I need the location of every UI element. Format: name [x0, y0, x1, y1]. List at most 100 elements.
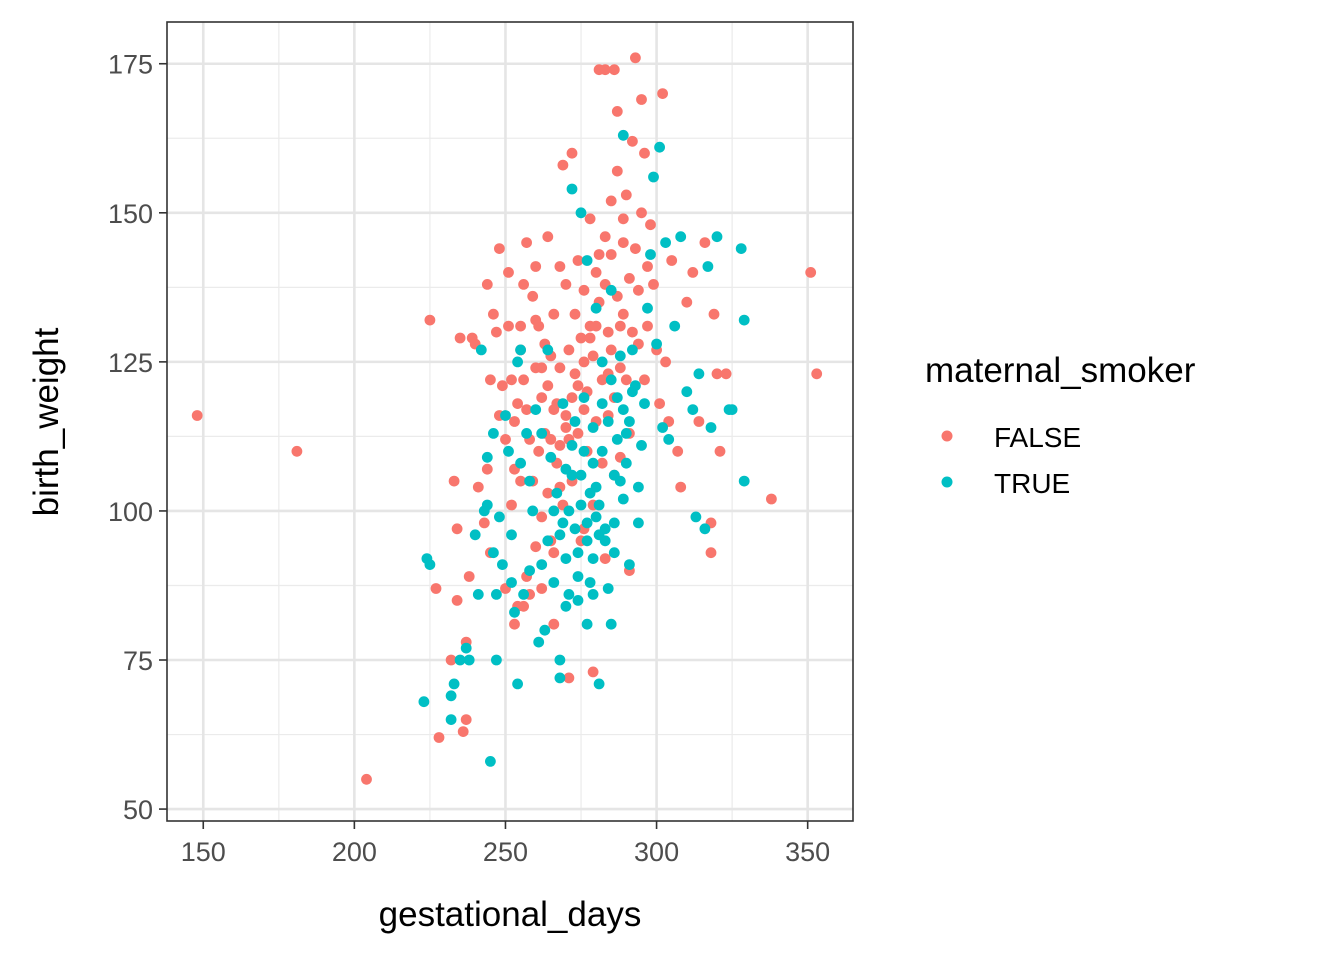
data-point [569, 368, 581, 380]
data-point [481, 463, 493, 475]
data-point [584, 577, 596, 588]
data-point [657, 88, 668, 99]
data-point [575, 469, 587, 481]
data-point [633, 517, 644, 529]
data-point [463, 571, 475, 582]
data-point [617, 404, 629, 415]
y-tick-label: 50 [123, 795, 153, 825]
data-point [596, 356, 608, 368]
x-tick-label: 350 [785, 837, 830, 867]
data-point [611, 392, 623, 403]
data-point [699, 237, 711, 249]
data-point [542, 487, 554, 499]
data-point [611, 434, 623, 445]
data-point [533, 445, 545, 457]
data-point [617, 129, 629, 141]
data-point [738, 475, 750, 487]
data-point [681, 296, 693, 308]
data-point [572, 595, 584, 606]
data-point [521, 237, 532, 249]
data-point [605, 284, 617, 296]
data-point [581, 618, 593, 630]
data-point [581, 517, 593, 529]
data-point [627, 135, 638, 147]
data-point [506, 577, 517, 588]
y-tick-label: 100 [108, 497, 153, 527]
data-point [617, 493, 629, 505]
data-point [563, 672, 575, 684]
data-point [563, 589, 575, 600]
legend: maternal_smoker FALSE TRUE [925, 351, 1196, 499]
data-point [593, 529, 605, 541]
data-point [509, 416, 520, 427]
data-point [563, 344, 575, 356]
data-point [503, 267, 514, 278]
data-point [669, 320, 681, 332]
data-point [448, 678, 460, 690]
data-point [627, 326, 638, 338]
data-point [572, 380, 584, 392]
data-point [714, 445, 726, 457]
data-point [515, 344, 526, 356]
data-point [639, 398, 650, 409]
data-point [660, 356, 671, 368]
data-point [569, 416, 581, 427]
data-point [705, 547, 717, 559]
data-point [711, 368, 723, 380]
data-point [642, 261, 653, 272]
data-point [548, 308, 560, 320]
data-point [491, 326, 502, 338]
data-point [472, 481, 484, 493]
data-point [548, 547, 560, 559]
data-point [578, 392, 590, 403]
data-point [472, 589, 484, 600]
data-point [500, 434, 511, 445]
data-point [560, 279, 572, 290]
data-point [675, 231, 687, 243]
data-point [560, 410, 572, 421]
data-point [566, 183, 578, 195]
data-point [361, 773, 372, 785]
data-point [500, 410, 511, 421]
data-point [424, 559, 436, 570]
data-point [445, 654, 457, 666]
data-point [572, 255, 584, 266]
data-point [620, 428, 632, 439]
data-point [627, 344, 638, 356]
data-point [654, 398, 665, 409]
data-point [557, 159, 569, 171]
data-point [560, 600, 572, 612]
data-point [478, 517, 490, 529]
data-point [451, 523, 463, 535]
data-point [563, 505, 575, 517]
data-point [524, 565, 535, 576]
data-point [636, 94, 647, 105]
data-point [527, 290, 539, 302]
data-point [705, 422, 717, 433]
data-point [430, 583, 442, 594]
data-point [554, 672, 566, 684]
data-point [521, 404, 532, 415]
data-point [575, 332, 587, 344]
data-point [542, 231, 554, 243]
data-point [593, 249, 605, 260]
data-point [666, 255, 678, 266]
data-point [536, 511, 548, 523]
data-point [617, 308, 629, 320]
data-point [191, 410, 203, 421]
data-point [481, 279, 493, 290]
data-point [518, 589, 529, 600]
data-point [675, 481, 687, 493]
data-point [639, 147, 650, 159]
data-point [617, 213, 629, 225]
data-point [663, 434, 675, 445]
data-point [515, 320, 526, 332]
data-point [590, 320, 602, 332]
data-point [617, 237, 629, 249]
data-point [560, 463, 572, 475]
data-point [687, 404, 699, 415]
data-point [454, 332, 466, 344]
data-point [590, 267, 602, 278]
data-point [481, 451, 493, 463]
data-point [554, 362, 566, 374]
